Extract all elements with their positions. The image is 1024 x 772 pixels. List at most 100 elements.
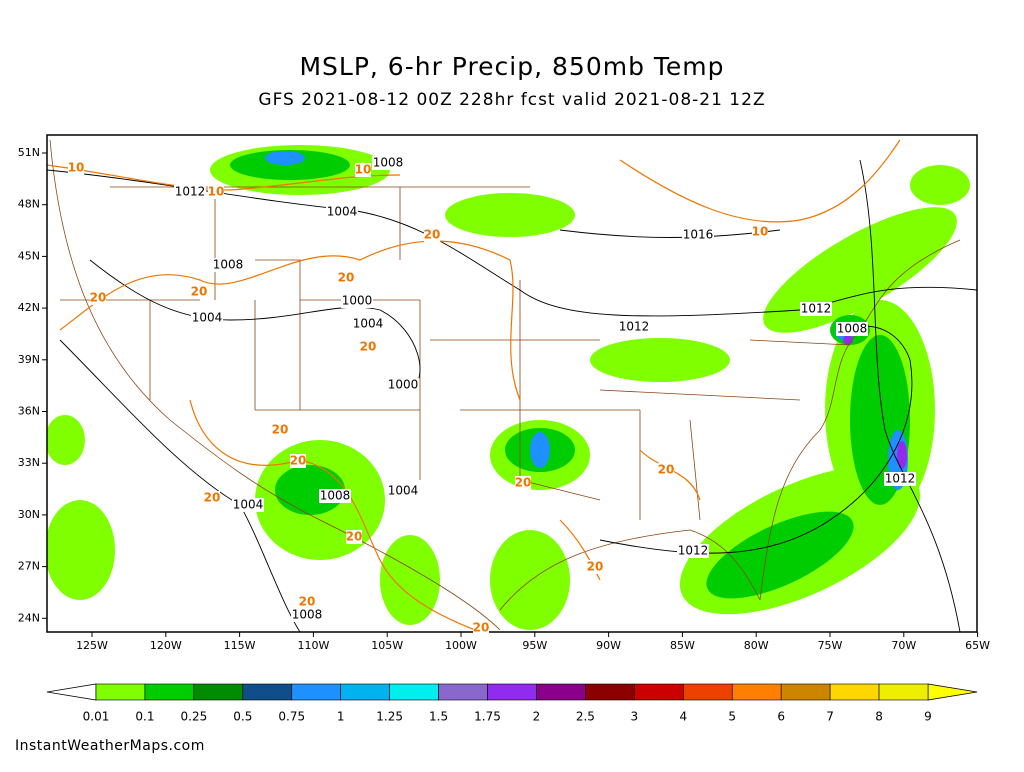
colorbar-label: 5 (728, 710, 736, 724)
isobar-label-bg (352, 317, 384, 331)
colorbar-box (487, 683, 537, 701)
borders (49, 139, 961, 631)
colorbar-left-arrow (46, 683, 97, 701)
lon-label: 75W (818, 639, 843, 652)
colorbar-label: 1.5 (429, 710, 448, 724)
precip-light (47, 145, 970, 630)
isobar-label: 1008 (320, 489, 351, 503)
lat-label: 48N (18, 198, 40, 211)
colorbar-box (95, 683, 146, 701)
isotherm-label-bg (355, 163, 371, 177)
isobar-label: 1012 (885, 472, 916, 486)
colorbar-label: 0.25 (181, 710, 208, 724)
colorbar-box (340, 683, 390, 701)
isotherm-label-bg (204, 491, 220, 505)
isotherm-label-bg (208, 185, 224, 199)
isobar-label: 1008 (373, 156, 404, 170)
lon-label: 65W (965, 639, 990, 652)
isobar-label-bg (677, 544, 709, 558)
precip-moderate (230, 150, 910, 599)
isobar-label: 1004 (353, 317, 384, 331)
isotherm-label-bg (272, 423, 288, 437)
isobar-label: 1008 (292, 608, 323, 622)
lat-label: 42N (18, 301, 40, 314)
colorbar-label: 0.75 (278, 710, 305, 724)
colorbar-box (829, 683, 880, 701)
lat-label: 27N (18, 560, 40, 573)
lon-label: 115W (224, 639, 256, 652)
lon-label: 110W (297, 639, 329, 652)
colorbar-label: 1 (337, 710, 345, 724)
isotherm-label-bg (299, 595, 315, 609)
colorbar-label: 3 (631, 710, 639, 724)
colorbar-box (682, 683, 733, 701)
colorbar-box (144, 683, 195, 701)
lat-label: 39N (18, 353, 40, 366)
isobar-label: 1000 (342, 294, 373, 308)
colorbar-box (878, 683, 929, 701)
isobar-label: 1012 (175, 185, 206, 199)
colorbar-box (731, 683, 782, 701)
isotherm-label: 20 (473, 621, 490, 635)
isotherm-label: 20 (346, 530, 363, 544)
isotherm-label: 20 (191, 285, 208, 299)
isotherm-label: 20 (658, 463, 675, 477)
isotherm-label-bg (360, 340, 376, 354)
isobar-label: 1004 (327, 205, 358, 219)
colorbar-box (438, 683, 488, 701)
isobar-label: 1016 (683, 228, 714, 242)
colorbar-label: 0.5 (233, 710, 252, 724)
isobar-label-bg (836, 322, 868, 336)
lat-label: 24N (18, 611, 40, 624)
isobar-label-bg (191, 311, 223, 325)
footer: InstantWeatherMaps.com (15, 738, 205, 754)
colorbar-box (389, 683, 439, 701)
colorbar-label: 2 (533, 710, 541, 724)
title: MSLP, 6-hr Precip, 850mb Temp (299, 52, 724, 81)
isotherm-label-bg (515, 476, 531, 490)
isobar-label: 1008 (837, 322, 868, 336)
isotherm-label-bg (191, 285, 207, 299)
isobar-label: 1012 (801, 302, 832, 316)
isobar-label-bg (341, 294, 373, 308)
isotherm-label-bg (346, 530, 362, 544)
colorbar-box (634, 683, 684, 701)
isotherm-label: 20 (204, 491, 221, 505)
isobar-label-bg (800, 302, 832, 316)
lat-label: 51N (18, 146, 40, 159)
colorbar-label: 1.25 (376, 710, 403, 724)
isobar-label: 1004 (192, 311, 223, 325)
isobar-label: 1000 (388, 378, 419, 392)
isotherm-label-bg (68, 161, 84, 175)
isobar-label-bg (387, 484, 419, 498)
lon-label: 95W (522, 639, 547, 652)
isotherm-label-bg (290, 454, 306, 468)
lat-label: 36N (18, 405, 40, 418)
isobar-label-bg (884, 472, 916, 486)
colorbar-box (291, 683, 342, 701)
isotherm-label-bg (424, 228, 440, 242)
lon-label: 105W (371, 639, 403, 652)
isotherm-label: 10 (68, 161, 85, 175)
lat-label: 30N (18, 508, 40, 521)
lon-label: 100W (445, 639, 477, 652)
subtitle: GFS 2021-08-12 00Z 228hr fcst valid 2021… (258, 90, 765, 110)
isobar-label-bg (682, 228, 714, 242)
lon-label: 85W (670, 639, 695, 652)
isotherm-label: 20 (587, 560, 604, 574)
isotherm-label: 10 (355, 163, 372, 177)
isobar-label-bg (326, 205, 358, 219)
colorbar-box (242, 683, 293, 701)
isotherm-label: 20 (424, 228, 441, 242)
isobar-label: 1012 (678, 544, 709, 558)
lon-label: 80W (744, 639, 769, 652)
isotherm-label: 10 (208, 185, 225, 199)
lon-label: 70W (891, 639, 916, 652)
isobar-label-bg (212, 258, 244, 272)
colorbar-label: 7 (826, 710, 834, 724)
isobar-label-bg (174, 185, 206, 199)
isobar-label: 1004 (233, 498, 264, 512)
isotherms (47, 139, 901, 632)
